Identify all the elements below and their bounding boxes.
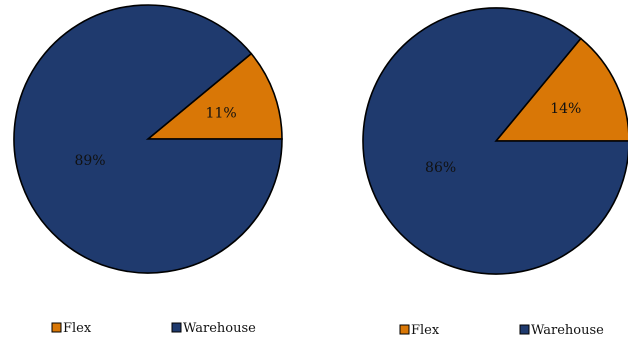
legend-label-warehouse: Warehouse <box>183 321 256 336</box>
chart-1: 11% 89% Flex Warehouse <box>13 4 283 336</box>
chart-2: 14% 86% Flex Warehouse <box>362 7 628 338</box>
pie-slice-flex <box>494 37 628 142</box>
slice-label-warehouse: 89% <box>74 153 105 169</box>
legend-swatch-flex <box>399 324 410 335</box>
pie-slice-warehouse <box>13 4 283 274</box>
legend-swatch-flex <box>51 322 62 333</box>
slice-label-flex: 14% <box>550 101 581 117</box>
pie-slice-flex <box>145 52 283 140</box>
legend-swatch-warehouse <box>171 322 182 333</box>
slice-label-flex: 11% <box>206 106 237 122</box>
slice-label-warehouse: 86% <box>425 160 456 176</box>
legend-label-flex: Flex <box>411 323 440 338</box>
legend-label-warehouse: Warehouse <box>531 323 604 338</box>
pie-slice-warehouse <box>362 7 628 275</box>
legend-label-flex: Flex <box>63 321 92 336</box>
legend-swatch-warehouse <box>519 324 530 335</box>
